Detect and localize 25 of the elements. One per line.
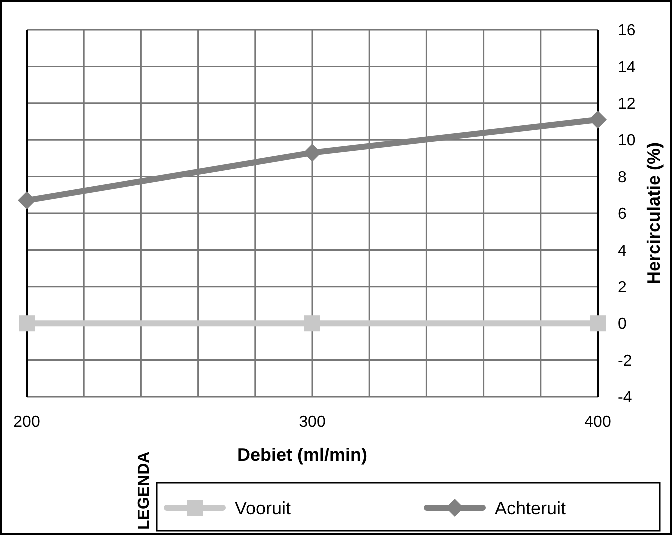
legend-label: Vooruit [235, 498, 292, 518]
x-tick-label: 400 [584, 414, 612, 431]
y-tick-label: 16 [618, 22, 636, 40]
point [590, 316, 606, 332]
y-axis-title: Hercirculatie (%) [644, 142, 664, 285]
y-tick-label: 6 [618, 206, 627, 224]
x-tick-label: 200 [14, 414, 40, 431]
y-tick-label: 2 [618, 280, 627, 296]
y-tick-label: 8 [618, 169, 627, 186]
point [304, 144, 322, 162]
y-tick-label: 10 [618, 132, 636, 150]
y-tick-label: 0 [618, 316, 627, 334]
y-tick-label: -2 [618, 352, 632, 370]
y-tick-label: 12 [618, 96, 636, 113]
point [18, 192, 36, 210]
point [589, 110, 607, 129]
x-axis-title: Debiet (ml/min) [237, 445, 368, 465]
y-tick-label: -4 [618, 390, 632, 407]
x-tick-label: 300 [299, 414, 326, 431]
point [304, 316, 320, 332]
point [19, 316, 35, 332]
y-tick-label: 4 [618, 242, 627, 260]
y-tick-label: 14 [618, 59, 636, 76]
legend-label: Achteruit [495, 498, 566, 518]
legend-title: LEGENDA [136, 451, 153, 530]
